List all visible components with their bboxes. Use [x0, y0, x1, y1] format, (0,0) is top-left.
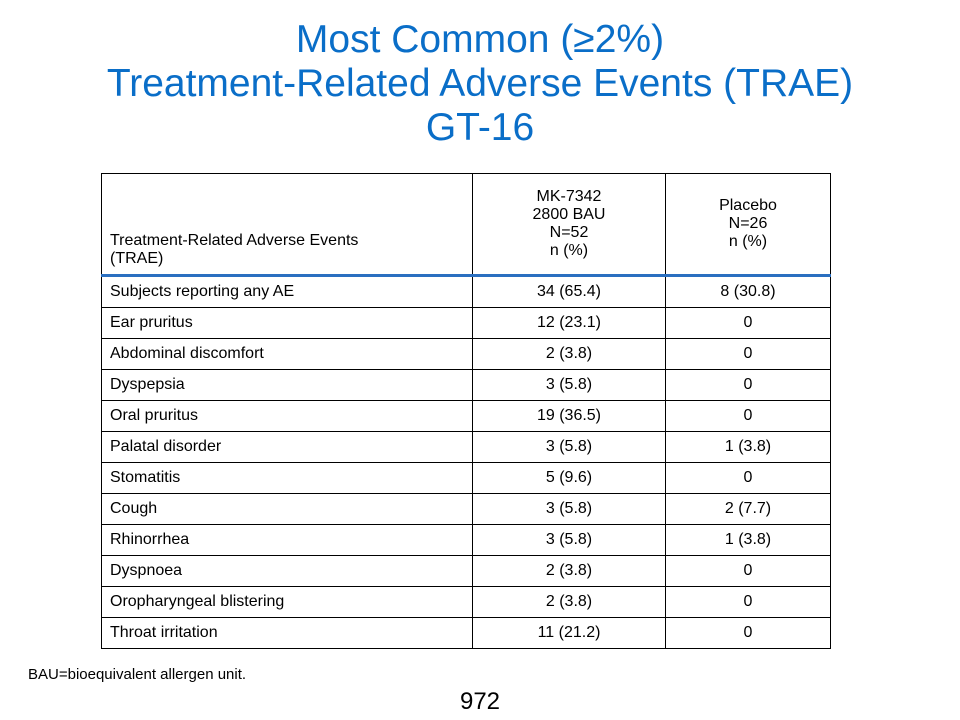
footnote: BAU=bioequivalent allergen unit. [28, 666, 247, 683]
event-cell: Throat irritation [101, 617, 473, 649]
header-event-line: Treatment-Related Adverse Events [110, 232, 359, 249]
placebo-cell: 0 [665, 400, 831, 432]
event-cell: Palatal disorder [101, 431, 473, 463]
title-line-2: Treatment-Related Adverse Events (TRAE) [106, 62, 854, 105]
table-row: Rhinorrhea 3 (5.8) 1 (3.8) [101, 524, 831, 556]
header-drug-line: MK-7342 [536, 188, 602, 205]
event-cell: Ear pruritus [101, 307, 473, 339]
table-row: Palatal disorder 3 (5.8) 1 (3.8) [101, 431, 831, 463]
table-row: Stomatitis 5 (9.6) 0 [101, 462, 831, 494]
placebo-cell: 0 [665, 617, 831, 649]
placebo-cell: 0 [665, 555, 831, 587]
header-placebo-line: n (%) [728, 233, 768, 250]
event-cell: Abdominal discomfort [101, 338, 473, 370]
event-cell: Dyspnoea [101, 555, 473, 587]
header-event: Treatment-Related Adverse Events (TRAE) [101, 173, 473, 277]
header-placebo-line: N=26 [728, 215, 768, 232]
header-drug-line: N=52 [549, 224, 589, 241]
placebo-cell: 8 (30.8) [665, 275, 831, 308]
table-row: Dyspepsia 3 (5.8) 0 [101, 369, 831, 401]
drug-cell: 3 (5.8) [472, 431, 666, 463]
header-drug-line: n (%) [549, 242, 589, 259]
placebo-cell: 2 (7.7) [665, 493, 831, 525]
placebo-cell: 0 [665, 307, 831, 339]
header-event-line: (TRAE) [110, 250, 164, 267]
drug-cell: 11 (21.2) [472, 617, 666, 649]
drug-cell: 34 (65.4) [472, 275, 666, 308]
placebo-cell: 0 [665, 586, 831, 618]
slide-title: Most Common (≥2%) Treatment-Related Adve… [0, 18, 960, 150]
drug-cell: 12 (23.1) [472, 307, 666, 339]
drug-cell: 2 (3.8) [472, 338, 666, 370]
page-number: 972 [459, 688, 501, 715]
placebo-cell: 0 [665, 338, 831, 370]
table-row: Subjects reporting any AE 34 (65.4) 8 (3… [101, 275, 831, 308]
placebo-cell: 1 (3.8) [665, 524, 831, 556]
table-row: Dyspnoea 2 (3.8) 0 [101, 555, 831, 587]
drug-cell: 2 (3.8) [472, 555, 666, 587]
drug-cell: 2 (3.8) [472, 586, 666, 618]
drug-cell: 5 (9.6) [472, 462, 666, 494]
event-cell: Oropharyngeal blistering [101, 586, 473, 618]
table-header-row: Treatment-Related Adverse Events (TRAE) … [101, 173, 831, 277]
header-placebo: Placebo N=26 n (%) [665, 173, 831, 277]
placebo-cell: 0 [665, 369, 831, 401]
drug-cell: 3 (5.8) [472, 493, 666, 525]
table-row: Oropharyngeal blistering 2 (3.8) 0 [101, 586, 831, 618]
drug-cell: 3 (5.8) [472, 524, 666, 556]
header-placebo-line: Placebo [719, 197, 777, 214]
table-row: Cough 3 (5.8) 2 (7.7) [101, 493, 831, 525]
header-drug-line: 2800 BAU [532, 206, 606, 223]
event-cell: Dyspepsia [101, 369, 473, 401]
table-row: Oral pruritus 19 (36.5) 0 [101, 400, 831, 432]
event-cell: Oral pruritus [101, 400, 473, 432]
title-line-3: GT-16 [425, 106, 535, 149]
event-cell: Stomatitis [101, 462, 473, 494]
drug-cell: 19 (36.5) [472, 400, 666, 432]
event-cell: Cough [101, 493, 473, 525]
table-row: Throat irritation 11 (21.2) 0 [101, 617, 831, 649]
table-row: Ear pruritus 12 (23.1) 0 [101, 307, 831, 339]
header-drug: MK-7342 2800 BAU N=52 n (%) [472, 173, 666, 277]
event-cell: Subjects reporting any AE [101, 275, 473, 308]
drug-cell: 3 (5.8) [472, 369, 666, 401]
title-line-1: Most Common (≥2%) [295, 18, 665, 61]
table-row: Abdominal discomfort 2 (3.8) 0 [101, 338, 831, 370]
event-cell: Rhinorrhea [101, 524, 473, 556]
placebo-cell: 1 (3.8) [665, 431, 831, 463]
adverse-events-table: Treatment-Related Adverse Events (TRAE) … [101, 173, 831, 649]
placebo-cell: 0 [665, 462, 831, 494]
